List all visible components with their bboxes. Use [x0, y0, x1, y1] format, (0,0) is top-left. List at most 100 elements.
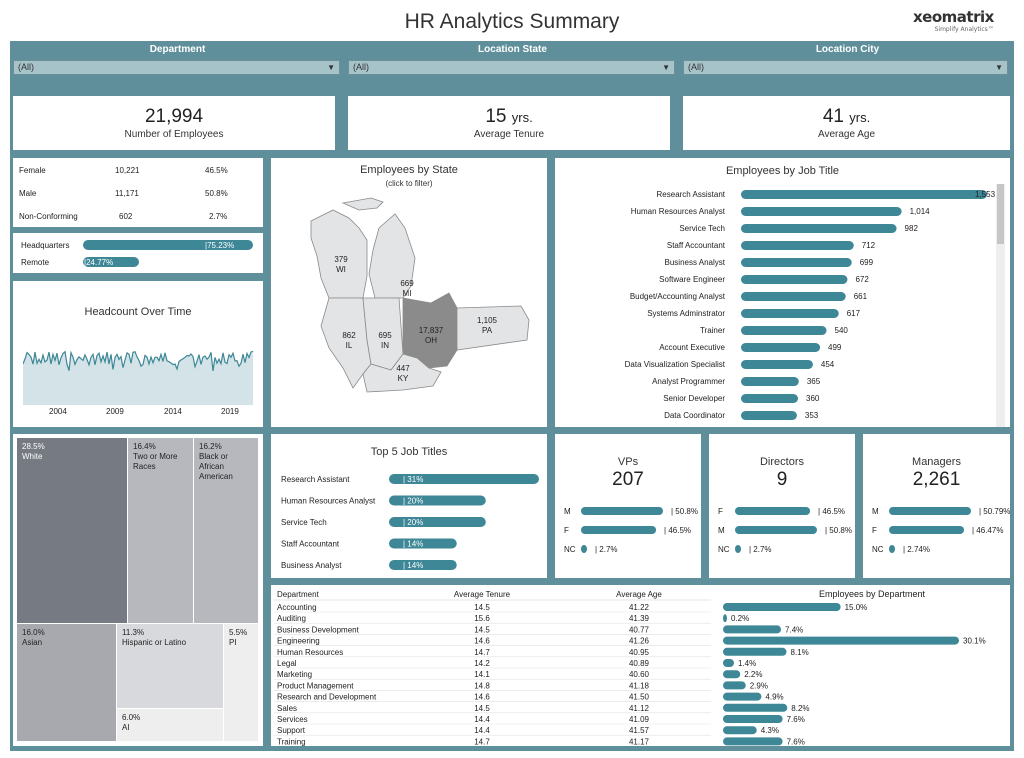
state-mi-upper[interactable] — [341, 197, 384, 211]
role-gender-bar[interactable] — [735, 526, 817, 534]
dept-bar[interactable] — [723, 636, 959, 645]
filter-city-value: (All) — [688, 62, 704, 72]
treemap-pct: 6.0% — [122, 713, 141, 722]
gender-label: Female — [19, 166, 46, 175]
state-count: 379 — [334, 255, 348, 264]
gender-count: 602 — [119, 212, 133, 221]
treemap-cell[interactable]: 16.0% Asian — [17, 624, 116, 741]
role-gender-bar[interactable] — [581, 526, 657, 534]
role-gender-label: NC — [564, 545, 576, 554]
top5-bar[interactable] — [389, 474, 539, 484]
job-title-value: 672 — [855, 275, 869, 284]
role-gender-pct: | 2.74% — [903, 545, 930, 554]
loc-pct: |75.23% — [205, 241, 235, 250]
top5-bar[interactable] — [389, 538, 457, 549]
state-count: 669 — [400, 279, 414, 288]
filter-department-select[interactable]: (All) ▼ — [13, 60, 340, 75]
job-title-bar[interactable] — [741, 360, 813, 369]
top5-bar[interactable] — [389, 560, 457, 570]
table-cell-age: 41.39 — [629, 614, 650, 623]
dept-bar[interactable] — [723, 703, 788, 712]
dept-bar[interactable] — [723, 603, 841, 611]
dept-bar[interactable] — [723, 692, 762, 701]
job-title-value: 982 — [905, 224, 919, 233]
role-gender-bar[interactable] — [889, 526, 965, 534]
job-title-bar[interactable] — [741, 241, 854, 250]
filter-city-select[interactable]: (All) ▼ — [683, 60, 1008, 75]
dept-bar[interactable] — [723, 625, 782, 634]
table-cell-dept: Human Resources — [277, 648, 343, 657]
dept-bar[interactable] — [723, 670, 741, 679]
state-abbr: PA — [482, 326, 493, 335]
kpi-value: 41 yrs. — [822, 106, 871, 127]
role-gender-bar[interactable] — [889, 545, 895, 553]
dept-bar[interactable] — [723, 659, 734, 667]
job-title-bar[interactable] — [741, 343, 821, 352]
dept-pct: 4.3% — [761, 726, 779, 735]
role-gender-bar[interactable] — [735, 507, 811, 515]
table-header: Employees by Department — [819, 589, 926, 599]
treemap-cell[interactable]: 16.2% Black or African American — [194, 438, 258, 623]
job-title-bar[interactable] — [741, 224, 897, 233]
scrollbar[interactable] — [996, 184, 1005, 427]
kpi-card-tenure: 15 yrs. Average Tenure — [348, 96, 670, 150]
role-gender-label: M — [564, 507, 571, 516]
role-card-directors: Directors 9 F | 46.5% M | 50.8% NC | 2.7% — [709, 434, 855, 578]
job-title-bar[interactable] — [741, 309, 839, 318]
state-pa[interactable] — [456, 305, 530, 351]
state-ky[interactable] — [362, 353, 442, 393]
dept-pct: 2.2% — [744, 670, 762, 679]
treemap-label: Black or African American — [199, 452, 233, 481]
job-title-panel: Employees by Job Title Research Assistan… — [555, 158, 1010, 427]
table-cell-age: 41.09 — [629, 715, 650, 724]
treemap-cell[interactable]: 5.5% PI — [224, 624, 258, 741]
top5-panel: Top 5 Job Titles Research Assistant | 31%… — [271, 434, 547, 578]
scrollbar-thumb[interactable] — [997, 184, 1004, 244]
logo-name: xeomatrix — [913, 8, 994, 26]
dept-bar[interactable] — [723, 715, 783, 723]
job-title-bar[interactable] — [741, 190, 987, 199]
role-gender-label: NC — [718, 545, 730, 554]
dept-bar[interactable] — [723, 681, 746, 690]
top5-bar[interactable] — [389, 495, 486, 506]
dept-bar[interactable] — [723, 737, 783, 746]
dept-bar[interactable] — [723, 614, 727, 623]
job-title-bar[interactable] — [741, 207, 902, 216]
state-wi[interactable] — [310, 209, 368, 299]
treemap-label: Hispanic or Latino — [122, 638, 187, 647]
role-gender-bar[interactable] — [581, 545, 587, 553]
treemap-cell[interactable]: 16.4% Two or More Races — [128, 438, 193, 623]
table-cell-age: 41.12 — [629, 704, 650, 713]
treemap-pct: 16.4% — [133, 442, 156, 451]
treemap-cell[interactable]: 11.3% Hispanic or Latino — [117, 624, 223, 708]
state-mi[interactable] — [368, 213, 416, 299]
dept-bar[interactable] — [723, 726, 757, 735]
job-title-value: 540 — [835, 326, 849, 335]
role-gender-bar[interactable] — [889, 507, 971, 515]
table-cell-dept: Business Development — [277, 625, 360, 634]
job-title-bar[interactable] — [741, 411, 797, 420]
ethnicity-panel: 28.5% White 16.4% Two or More Races 16.2% Bla… — [13, 434, 263, 746]
job-title-bar[interactable] — [741, 292, 846, 301]
headquarters-bar — [83, 240, 253, 250]
filter-state-select[interactable]: (All) ▼ — [348, 60, 675, 75]
role-gender-bar[interactable] — [735, 545, 741, 553]
job-title-bar[interactable] — [741, 394, 799, 403]
table-cell-tenure: 14.1 — [474, 670, 490, 679]
job-title-bar-chart: Research Assistant 1,553 Human Resources A… — [625, 190, 995, 420]
top5-bar[interactable] — [389, 517, 486, 527]
gender-pct: 50.8% — [205, 189, 228, 198]
state-count: 1,105 — [477, 316, 498, 325]
job-title-bar[interactable] — [741, 377, 799, 386]
state-abbr: IN — [381, 341, 389, 350]
treemap-cell[interactable]: 6.0% AI — [117, 709, 223, 741]
job-title-bar[interactable] — [741, 258, 852, 267]
top5-title: Top 5 Job Titles — [370, 446, 448, 458]
role-gender-label: M — [872, 507, 879, 516]
job-title-bar[interactable] — [741, 326, 827, 335]
chevron-down-icon: ▼ — [327, 63, 335, 72]
job-title-bar[interactable] — [741, 275, 848, 284]
treemap-cell[interactable]: 28.5% White — [17, 438, 127, 623]
dept-bar[interactable] — [723, 647, 787, 656]
role-gender-bar[interactable] — [581, 507, 663, 515]
